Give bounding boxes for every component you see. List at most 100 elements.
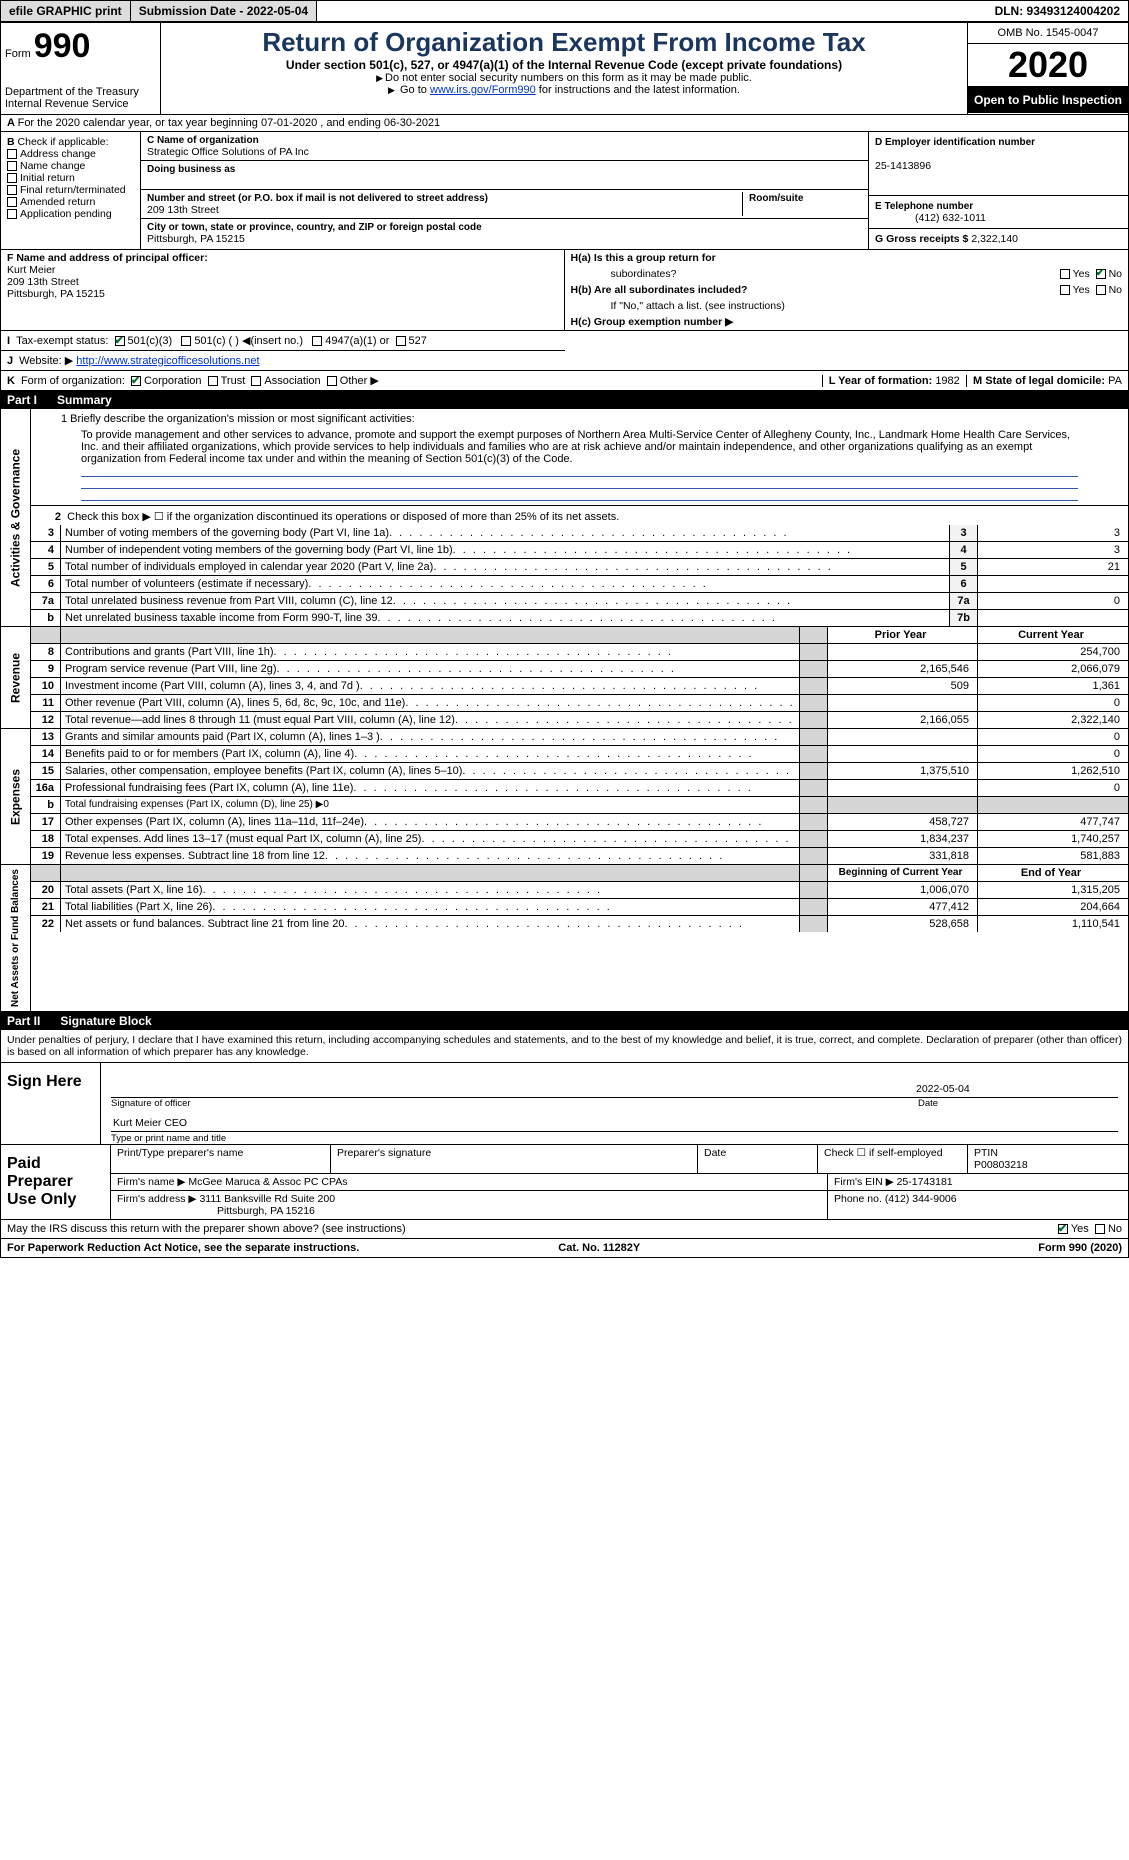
firm-ein-value: 25-1743181 — [897, 1176, 953, 1188]
preparer-date-label: Date — [698, 1145, 818, 1173]
ein-label: D Employer identification number — [875, 137, 1035, 148]
part1-header: Part I Summary — [1, 391, 1128, 409]
line20-desc: Total assets (Part X, line 16) — [65, 884, 203, 896]
expenses-section: Expenses 13Grants and similar amounts pa… — [1, 729, 1128, 865]
m-label: M State of legal domicile: — [973, 375, 1105, 387]
line19-desc: Revenue less expenses. Subtract line 18 … — [65, 850, 325, 862]
chk-corp[interactable] — [131, 376, 141, 386]
sign-here-label: Sign Here — [1, 1063, 101, 1144]
line4-val: 3 — [978, 542, 1128, 558]
footer: For Paperwork Reduction Act Notice, see … — [1, 1239, 1128, 1257]
firm-addr2: Pittsburgh, PA 15216 — [117, 1205, 315, 1217]
chk-address-change[interactable] — [7, 149, 17, 159]
part1-title: Summary — [57, 393, 112, 407]
chk-hb-no[interactable] — [1096, 285, 1106, 295]
i-j-block: I Tax-exempt status: 501(c)(3) 501(c) ( … — [1, 331, 1128, 370]
phone-label: E Telephone number — [875, 201, 973, 212]
officer-city: Pittsburgh, PA 15215 — [7, 288, 105, 300]
line14-desc: Benefits paid to or for members (Part IX… — [65, 748, 354, 760]
officer-name-title: Kurt Meier CEO — [113, 1117, 187, 1129]
form-number: 990 — [34, 27, 91, 65]
line6-desc: Total number of volunteers (estimate if … — [65, 578, 308, 590]
chk-trust[interactable] — [208, 376, 218, 386]
chk-4947[interactable] — [312, 336, 322, 346]
k-label: Form of organization: — [21, 375, 125, 387]
hdr-eoy: End of Year — [978, 865, 1128, 881]
chk-application-pending[interactable] — [7, 209, 17, 219]
website-link[interactable]: http://www.strategicofficesolutions.net — [76, 355, 259, 367]
ha-label: H(a) Is this a group return for — [571, 252, 716, 264]
irs-link[interactable]: www.irs.gov/Form990 — [430, 84, 536, 96]
room-label: Room/suite — [749, 193, 803, 204]
gross-receipts-label: G Gross receipts $ — [875, 233, 968, 245]
preparer-sig-label: Preparer's signature — [331, 1145, 698, 1173]
perjury-text: Under penalties of perjury, I declare th… — [1, 1030, 1128, 1063]
chk-discuss-yes[interactable] — [1058, 1224, 1068, 1234]
hdr-current-year: Current Year — [978, 627, 1128, 643]
line16a-desc: Professional fundraising fees (Part IX, … — [65, 782, 353, 794]
line13-desc: Grants and similar amounts paid (Part IX… — [65, 731, 380, 743]
line18-desc: Total expenses. Add lines 13–17 (must eq… — [65, 833, 421, 845]
chk-final-return[interactable] — [7, 185, 17, 195]
top-bar: efile GRAPHIC print Submission Date - 20… — [1, 1, 1128, 23]
sig-officer-label: Signature of officer — [111, 1098, 918, 1109]
line2-text: Check this box ▶ ☐ if the organization d… — [67, 511, 619, 523]
org-name: Strategic Office Solutions of PA Inc — [147, 146, 309, 158]
l-label: L Year of formation: — [829, 375, 933, 387]
line8-desc: Contributions and grants (Part VIII, lin… — [65, 646, 274, 658]
chk-ha-no[interactable] — [1096, 269, 1106, 279]
activities-governance: Activities & Governance 1 Briefly descri… — [1, 409, 1128, 627]
c-name-label: C Name of organization — [147, 135, 259, 146]
chk-other[interactable] — [327, 376, 337, 386]
chk-amended-return[interactable] — [7, 197, 17, 207]
signature-block: Under penalties of perjury, I declare th… — [1, 1030, 1128, 1239]
open-to-public: Open to Public Inspection — [968, 87, 1128, 113]
officer-h-block: F Name and address of principal officer:… — [1, 249, 1128, 331]
line22-desc: Net assets or fund balances. Subtract li… — [65, 918, 344, 930]
tax-exempt-label: Tax-exempt status: — [16, 335, 108, 347]
line6-val — [978, 576, 1128, 592]
sidebar-activities: Activities & Governance — [1, 409, 31, 626]
chk-name-change[interactable] — [7, 161, 17, 171]
chk-527[interactable] — [396, 336, 406, 346]
name-title-label: Type or print name and title — [111, 1133, 226, 1144]
chk-assoc[interactable] — [251, 376, 261, 386]
sig-date-label: Date — [918, 1098, 1118, 1109]
firm-addr-label: Firm's address ▶ — [117, 1193, 197, 1205]
chk-hb-yes[interactable] — [1060, 285, 1070, 295]
line17-desc: Other expenses (Part IX, column (A), lin… — [65, 816, 364, 828]
firm-phone-label: Phone no. — [834, 1193, 882, 1205]
line11-desc: Other revenue (Part VIII, column (A), li… — [65, 697, 405, 709]
l-value: 1982 — [935, 375, 959, 387]
firm-ein-label: Firm's EIN ▶ — [834, 1176, 894, 1188]
form-title: Return of Organization Exempt From Incom… — [171, 27, 957, 58]
paid-preparer-block: Paid Preparer Use Only Print/Type prepar… — [1, 1145, 1128, 1220]
line3-desc: Number of voting members of the governin… — [65, 527, 389, 539]
chk-ha-yes[interactable] — [1060, 269, 1070, 279]
chk-501c[interactable] — [181, 336, 191, 346]
hb-label: H(b) Are all subordinates included? — [571, 284, 748, 296]
footer-left: For Paperwork Reduction Act Notice, see … — [7, 1242, 359, 1254]
line7a-desc: Total unrelated business revenue from Pa… — [65, 595, 393, 607]
tax-year: 2020 — [968, 44, 1128, 87]
line-a-text: For the 2020 calendar year, or tax year … — [18, 117, 441, 129]
city-label: City or town, state or province, country… — [147, 222, 482, 233]
gross-receipts-value: 2,322,140 — [971, 233, 1018, 245]
ssn-warning: Do not enter social security numbers on … — [171, 72, 957, 84]
chk-discuss-no[interactable] — [1095, 1224, 1105, 1234]
revenue-section: Revenue Prior YearCurrent Year 8Contribu… — [1, 627, 1128, 729]
part1-label: Part I — [7, 393, 37, 407]
chk-501c3[interactable] — [115, 336, 125, 346]
hdr-bocy: Beginning of Current Year — [828, 865, 978, 881]
mission-text-block: To provide management and other services… — [31, 425, 1128, 506]
hdr-prior-year: Prior Year — [828, 627, 978, 643]
efile-print-button[interactable]: efile GRAPHIC print — [1, 1, 131, 21]
firm-name-value: McGee Maruca & Assoc PC CPAs — [188, 1176, 347, 1188]
preparer-name-label: Print/Type preparer's name — [111, 1145, 331, 1173]
goto-pre: Go to — [400, 84, 430, 96]
ptin-value: P00803218 — [974, 1159, 1028, 1171]
sidebar-netassets: Net Assets or Fund Balances — [1, 865, 31, 1011]
line15-desc: Salaries, other compensation, employee b… — [65, 765, 462, 777]
chk-initial-return[interactable] — [7, 173, 17, 183]
line12-desc: Total revenue—add lines 8 through 11 (mu… — [65, 714, 455, 726]
